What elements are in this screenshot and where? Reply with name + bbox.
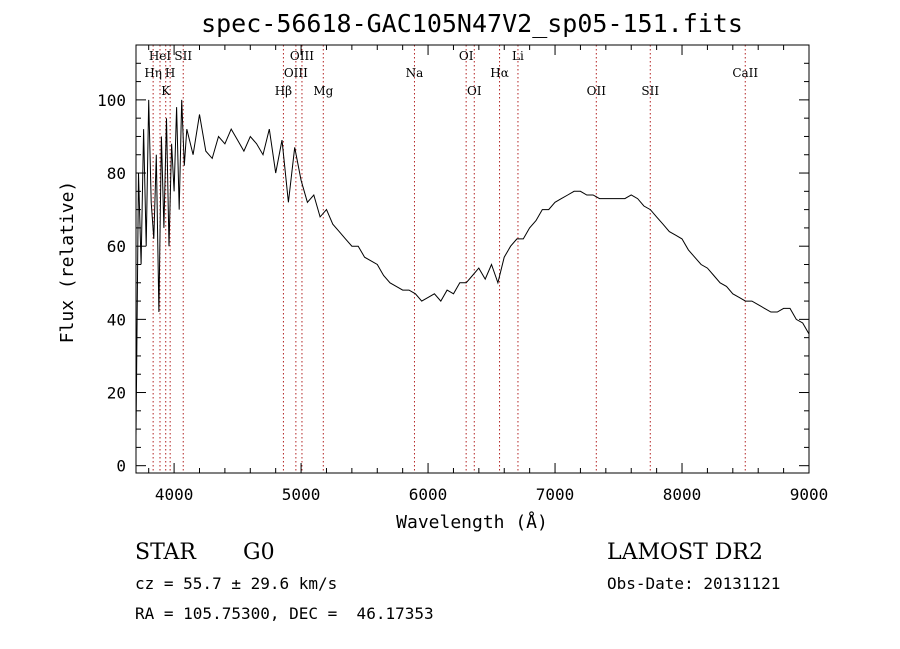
y-tick-label: 0 — [116, 457, 126, 476]
spectral-line-markers — [152, 45, 746, 473]
spectral-line-label: Li — [512, 49, 524, 63]
spectral-line-label: Hβ — [275, 84, 292, 98]
spectrum-chart: spec-56618-GAC105N47V2_sp05-151.fits HηH… — [57, 9, 829, 533]
plot-frame — [135, 44, 810, 474]
spectral-line-label: Hη — [144, 66, 162, 80]
x-tick-label: 4000 — [155, 485, 194, 504]
class-label: STAR — [135, 540, 196, 565]
spectral-line-label: K — [161, 84, 171, 98]
x-tick-label: 8000 — [663, 485, 702, 504]
x-axis-label: Wavelength (Å) — [396, 511, 548, 533]
x-tick-label: 9000 — [790, 485, 829, 504]
x-tick-label: 6000 — [409, 485, 448, 504]
spectral-line-label: Mg — [313, 84, 333, 98]
survey-label: LAMOST DR2 — [607, 540, 763, 565]
spectral-line-label: OI — [459, 49, 474, 63]
x-tick-label: 7000 — [536, 485, 575, 504]
spectral-line-label: SII — [641, 84, 659, 98]
spectral-line-label: OIII — [290, 49, 314, 63]
y-axis-ticks: 0 20 40 60 80 100 — [97, 62, 809, 476]
cz-value: cz = 55.7 ± 29.6 km/s — [135, 574, 338, 593]
chart-title: spec-56618-GAC105N47V2_sp05-151.fits — [201, 9, 743, 38]
spectral-line-label: OI — [467, 84, 482, 98]
y-tick-label: 40 — [107, 310, 126, 329]
subclass-label: G0 — [243, 540, 275, 565]
spectral-line-label: Na — [406, 66, 424, 80]
y-tick-label: 100 — [97, 91, 126, 110]
spectral-line-label: SII — [174, 49, 192, 63]
spectral-line-label: Hα — [490, 66, 509, 80]
spectral-line-label: HeI — [149, 49, 172, 63]
ra-dec-value: RA = 105.75300, DEC = 46.17353 — [135, 604, 434, 623]
spectral-line-label: OII — [587, 84, 607, 98]
x-tick-label: 5000 — [282, 485, 321, 504]
y-axis-label: Flux (relative) — [57, 181, 78, 344]
y-tick-label: 60 — [107, 237, 126, 256]
obs-date: Obs-Date: 20131121 — [607, 574, 781, 593]
spectral-line-label: CaII — [732, 66, 758, 80]
y-tick-label: 20 — [107, 384, 126, 403]
spectrum-series-line — [135, 99, 810, 437]
y-tick-label: 80 — [107, 164, 126, 183]
x-axis-ticks: 4000 5000 6000 7000 8000 9000 — [148, 45, 829, 504]
spectral-line-label: OIII — [284, 66, 308, 80]
spectral-line-label: H — [165, 66, 175, 80]
